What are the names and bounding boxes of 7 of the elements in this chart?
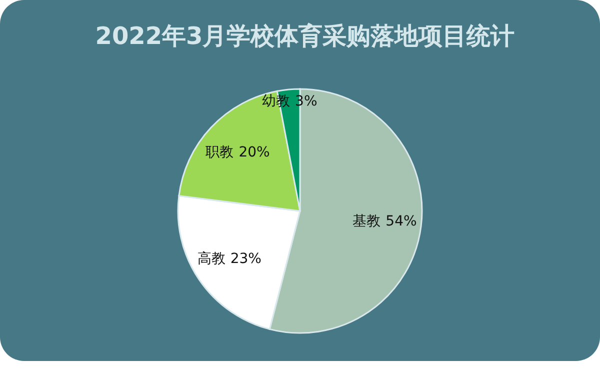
data-label: 20%	[238, 144, 270, 161]
slice-label: 职教	[206, 144, 234, 161]
slice-label: 基教	[352, 214, 381, 230]
chart-title: 2022年3月学校体育采购落地项目统计	[95, 22, 515, 50]
data-label: 23%	[230, 251, 262, 267]
slice-label: 高教	[197, 251, 226, 267]
data-label: 54%	[386, 214, 417, 230]
